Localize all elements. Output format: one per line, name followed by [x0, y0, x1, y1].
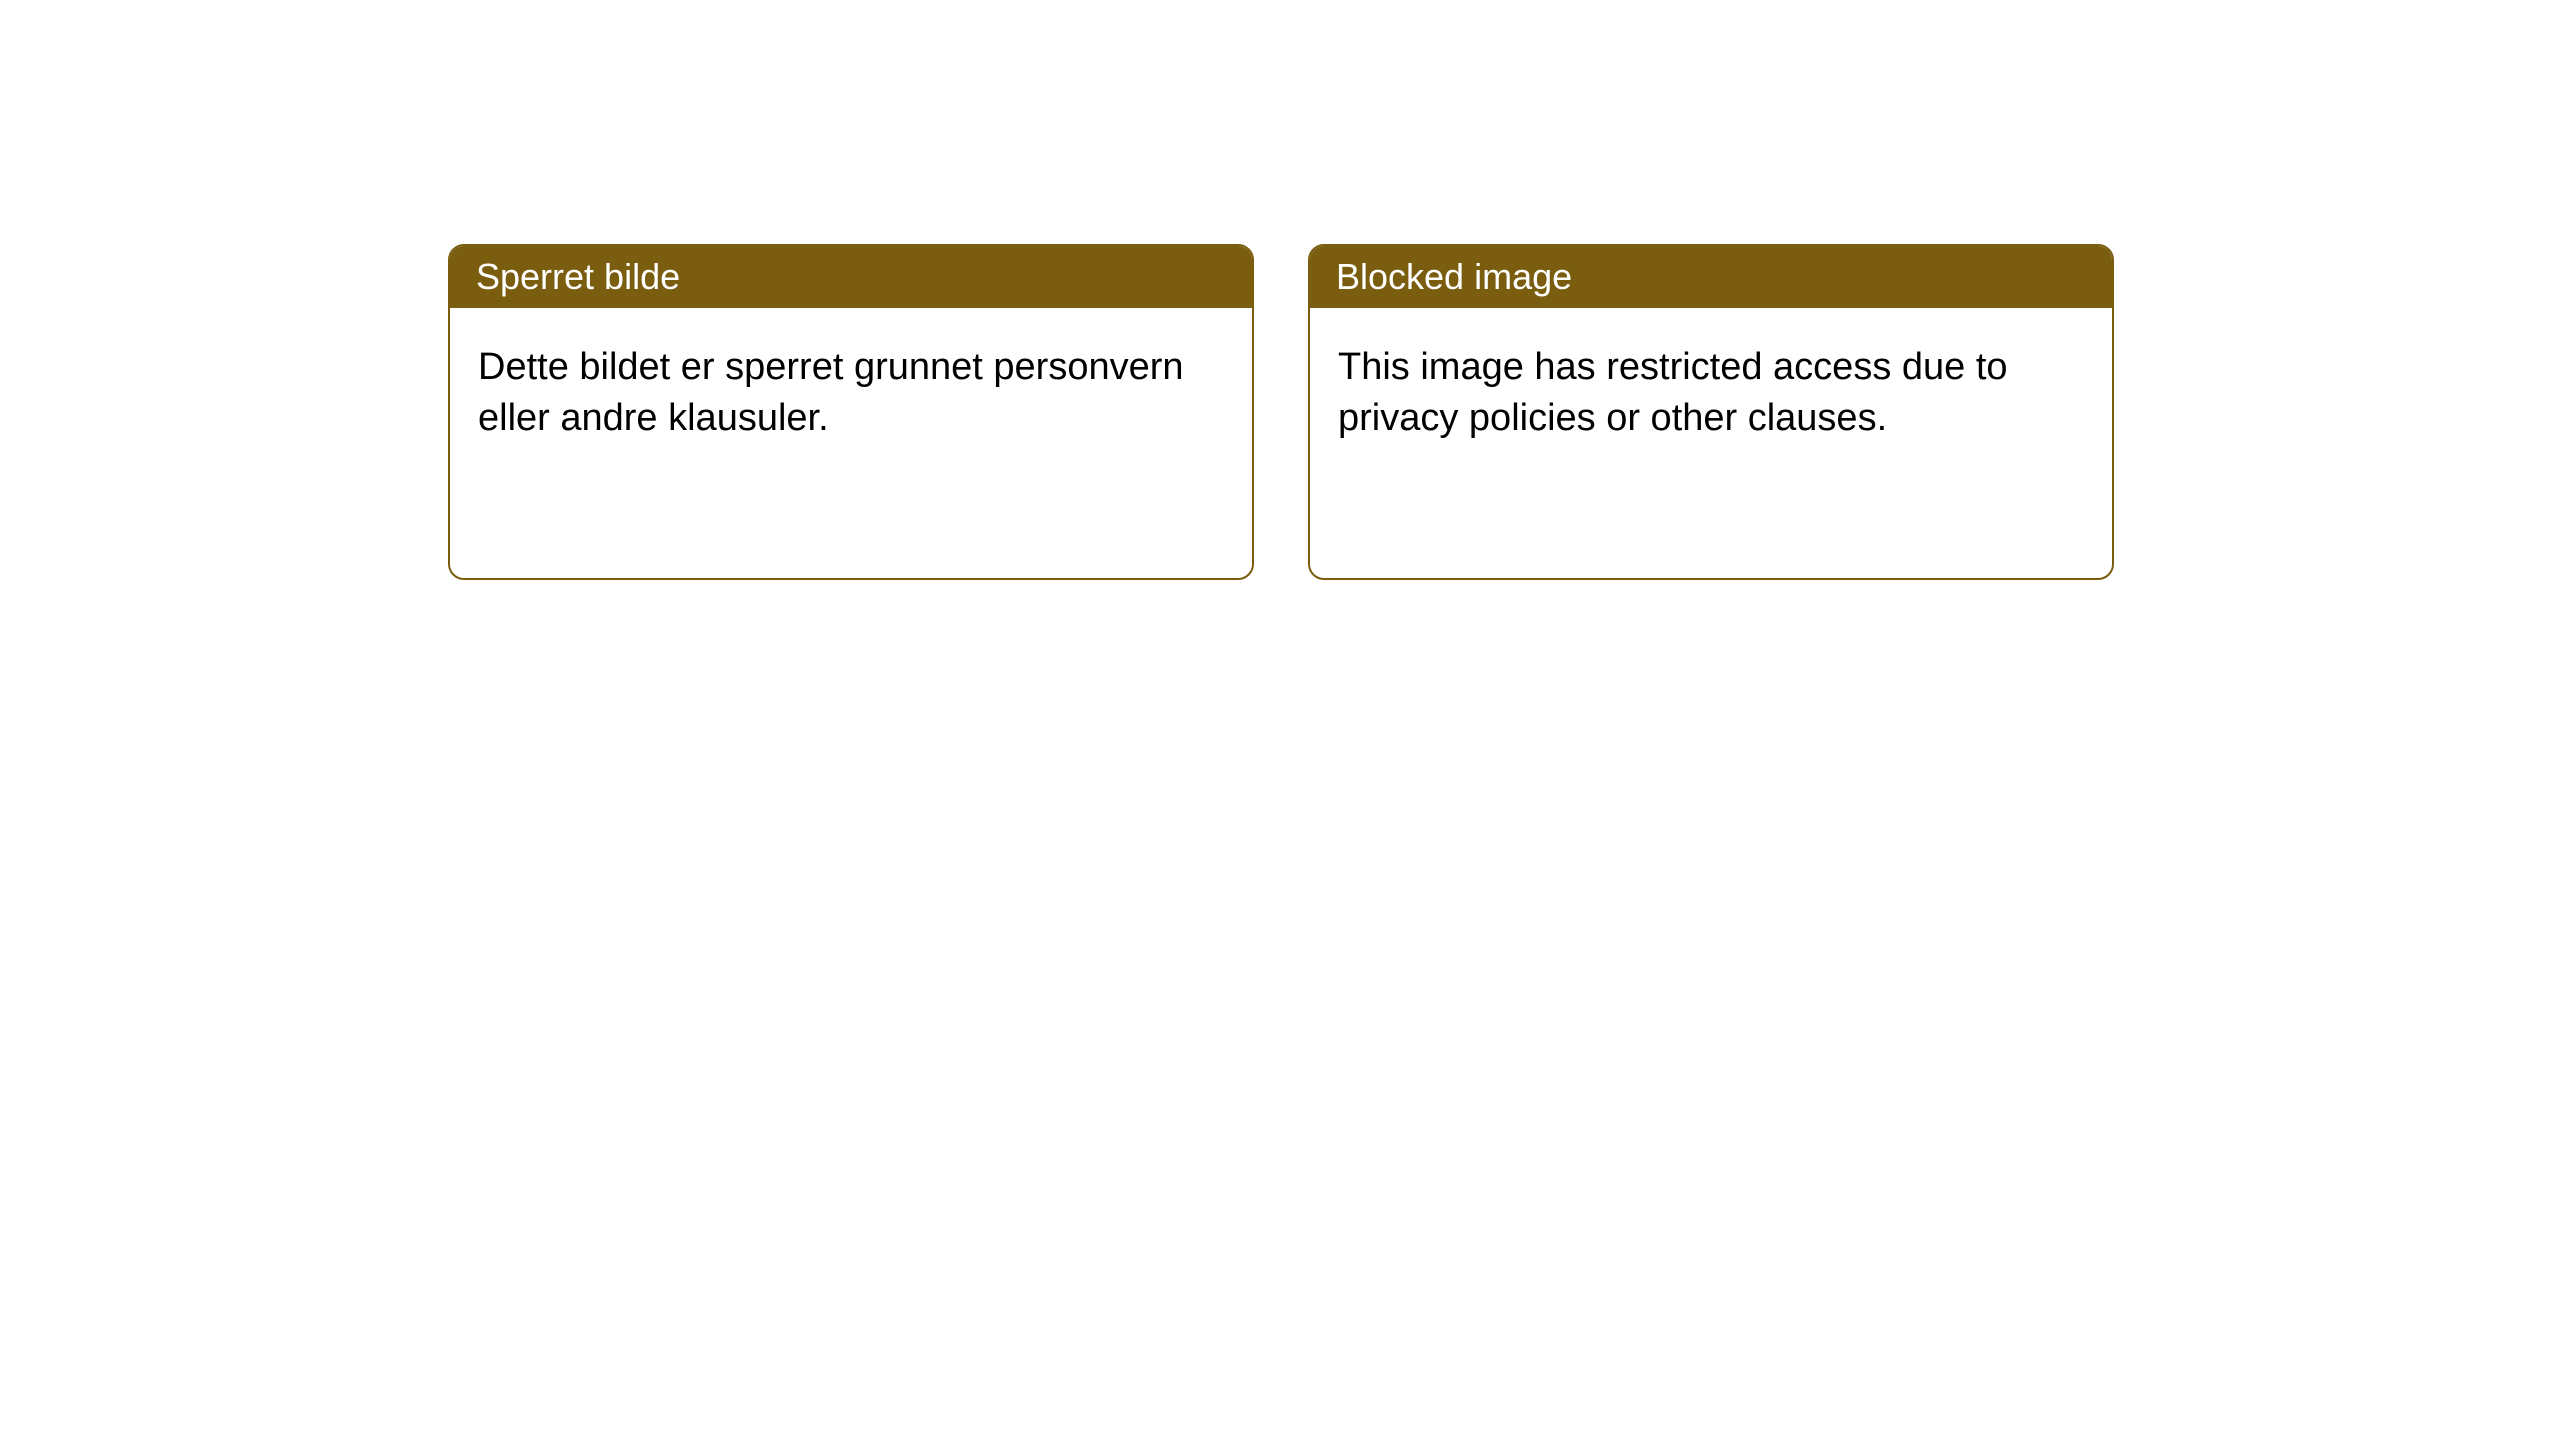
- notice-box-norwegian: Sperret bilde Dette bildet er sperret gr…: [448, 244, 1254, 580]
- notice-header-english: Blocked image: [1310, 246, 2112, 308]
- notice-body-english: This image has restricted access due to …: [1310, 308, 2112, 578]
- notice-box-english: Blocked image This image has restricted …: [1308, 244, 2114, 580]
- notice-body-norwegian: Dette bildet er sperret grunnet personve…: [450, 308, 1252, 578]
- notice-container: Sperret bilde Dette bildet er sperret gr…: [0, 0, 2560, 580]
- notice-header-norwegian: Sperret bilde: [450, 246, 1252, 308]
